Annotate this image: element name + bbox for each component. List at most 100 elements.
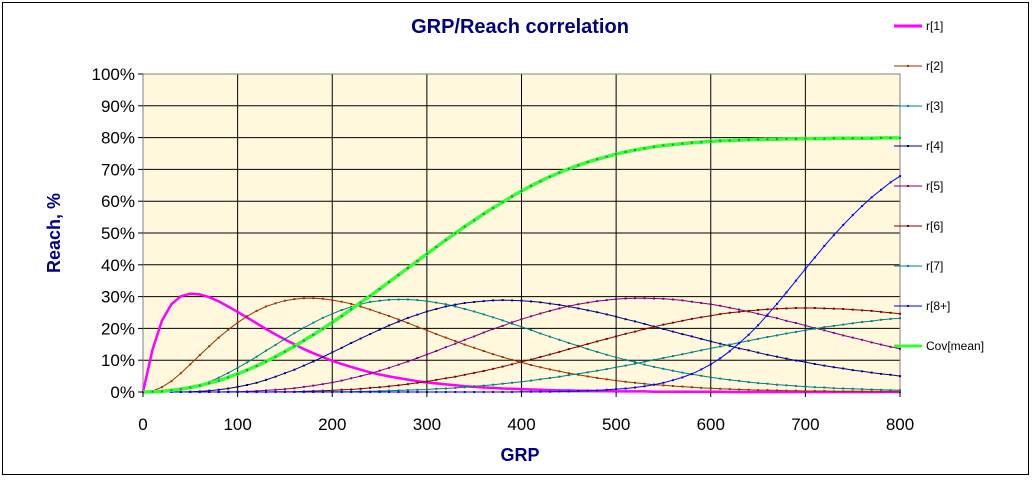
- gridlines: [142, 73, 901, 393]
- data-point: [842, 308, 845, 310]
- data-point: [530, 358, 532, 361]
- data-point: [539, 356, 542, 358]
- data-point: [331, 299, 334, 302]
- data-point: [700, 316, 703, 319]
- data-point: [880, 390, 883, 393]
- data-point: [615, 335, 618, 338]
- data-point: [548, 368, 551, 371]
- data-point: [624, 364, 627, 367]
- data-point: [709, 387, 712, 390]
- data-point: [539, 366, 542, 369]
- data-point: [728, 350, 731, 353]
- data-point: [728, 391, 731, 393]
- data-point: [889, 373, 892, 376]
- legend-marker: [907, 225, 909, 227]
- data-point: [558, 303, 561, 306]
- data-point: [425, 380, 428, 383]
- data-point: [511, 363, 513, 366]
- data-point: [482, 331, 485, 334]
- data-point: [785, 137, 788, 140]
- data-point: [425, 353, 428, 356]
- data-point: [492, 386, 495, 389]
- data-point: [558, 307, 561, 310]
- data-point: [331, 312, 334, 315]
- data-point: [662, 390, 665, 393]
- data-point: [738, 342, 741, 345]
- data-point: [832, 324, 835, 327]
- data-point: [444, 346, 447, 349]
- data-point: [501, 387, 504, 390]
- data-point: [832, 390, 835, 393]
- data-point: [634, 361, 636, 364]
- data-point: [492, 206, 495, 209]
- data-point: [605, 313, 608, 316]
- x-tick-label: 400: [507, 415, 535, 434]
- data-point: [293, 368, 296, 371]
- data-point: [785, 291, 788, 294]
- data-point: [548, 309, 551, 312]
- data-point: [643, 390, 646, 393]
- data-point: [227, 328, 230, 331]
- data-point: [520, 360, 523, 363]
- data-point: [473, 301, 476, 303]
- data-point: [709, 376, 712, 379]
- data-point: [813, 137, 816, 140]
- data-point: [406, 298, 409, 301]
- data-point: [520, 390, 523, 393]
- data-point: [454, 375, 457, 378]
- data-point: [160, 319, 163, 322]
- data-point: [369, 391, 372, 393]
- data-point: [179, 388, 182, 391]
- legend-label: r[5]: [926, 179, 943, 193]
- data-point: [255, 355, 258, 358]
- data-point: [198, 354, 201, 357]
- data-point: [747, 381, 750, 384]
- y-axis-title: Reach, %: [44, 193, 64, 273]
- legend-label: r[2]: [926, 59, 943, 73]
- data-point: [388, 298, 390, 301]
- data-point: [463, 308, 466, 310]
- data-point: [217, 388, 220, 391]
- data-point: [870, 341, 873, 344]
- data-point: [813, 307, 816, 309]
- data-point: [776, 302, 778, 305]
- data-point: [416, 388, 419, 391]
- data-point: [653, 297, 655, 300]
- data-point: [227, 387, 230, 390]
- data-point: [709, 340, 712, 343]
- data-point: [492, 353, 495, 356]
- data-point: [520, 388, 523, 391]
- data-point: [359, 387, 362, 390]
- data-point: [634, 320, 636, 323]
- data-point: [776, 389, 778, 392]
- data-point: [861, 321, 864, 323]
- y-tick-label: 90%: [101, 97, 135, 116]
- data-point: [388, 324, 390, 327]
- data-point: [388, 281, 390, 283]
- data-point: [794, 307, 797, 309]
- data-point: [662, 384, 665, 387]
- data-point: [681, 142, 684, 145]
- data-point: [189, 386, 192, 389]
- data-point: [397, 389, 400, 392]
- data-point: [700, 349, 703, 352]
- data-point: [719, 342, 722, 345]
- data-point: [179, 391, 182, 393]
- data-point: [160, 386, 163, 389]
- data-point: [832, 331, 835, 334]
- data-point: [388, 389, 390, 392]
- data-point: [624, 332, 627, 335]
- data-point: [596, 158, 599, 161]
- data-point: [757, 351, 760, 354]
- data-point: [189, 363, 192, 366]
- legend-item-r-1: r[1]: [894, 19, 943, 33]
- y-tick-label: 100%: [92, 65, 135, 84]
- data-point: [359, 305, 362, 308]
- data-point: [681, 299, 684, 302]
- data-point: [359, 375, 362, 378]
- data-point: [766, 353, 769, 356]
- data-point: [435, 387, 438, 390]
- data-point: [246, 391, 249, 393]
- data-point: [236, 310, 239, 313]
